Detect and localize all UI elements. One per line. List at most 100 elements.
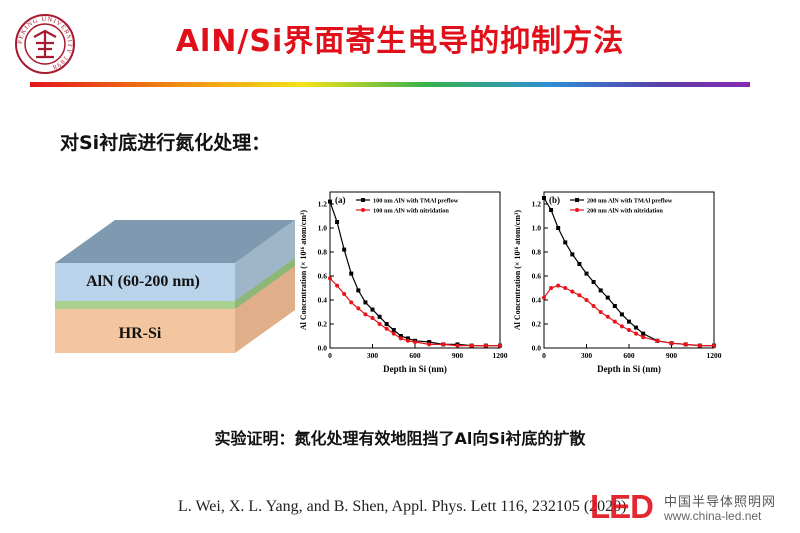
data-point <box>328 276 332 281</box>
data-point <box>591 280 596 284</box>
data-point <box>384 326 389 331</box>
x-tick-label: 300 <box>581 351 593 360</box>
data-point <box>641 335 646 340</box>
layer-stack-diagram: AlN (60-200 nm) HR-Si <box>55 218 295 368</box>
data-point <box>712 343 716 348</box>
data-point <box>370 307 375 312</box>
data-point <box>627 328 631 332</box>
y-axis-label: Al Concentration (× 10¹⁶ atom/cm³) <box>513 210 522 331</box>
data-point <box>377 314 382 319</box>
slide-title: AlN/Si界面寄生电导的抑制方法 <box>175 24 625 59</box>
data-point <box>391 331 396 336</box>
data-point <box>619 324 624 329</box>
data-point <box>363 300 368 305</box>
data-point <box>405 336 410 341</box>
x-tick-label: 0 <box>542 351 546 360</box>
data-point <box>328 199 332 204</box>
data-point <box>634 331 639 336</box>
chart-panel-a: 0 300 600 900 1200 0.0 0.2 0.4 0.6 0.8 1.0 1.2 Depth… <box>298 180 510 380</box>
data-point <box>549 286 554 290</box>
data-point <box>655 338 660 343</box>
y-axis-label: Al Concentration (× 10¹⁶ atom/cm³) <box>299 210 308 331</box>
data-point <box>483 343 488 348</box>
data-point <box>605 295 610 300</box>
data-point <box>605 314 610 319</box>
y-tick-label: 0.8 <box>318 248 328 257</box>
data-point <box>405 338 410 343</box>
legend-entry: 200 nm AlN with nitridation <box>587 208 663 215</box>
y-tick-label: 0.0 <box>532 344 542 353</box>
series-line <box>543 284 714 347</box>
data-point <box>542 196 546 200</box>
data-point <box>441 342 446 347</box>
x-tick-label: 600 <box>409 351 421 360</box>
data-point <box>542 295 546 300</box>
data-point <box>634 325 639 330</box>
nitride-layer <box>55 301 235 309</box>
y-tick-label: 1.2 <box>532 200 542 209</box>
data-point <box>427 342 432 347</box>
y-tick-label: 0.4 <box>532 296 542 305</box>
data-point <box>349 300 354 305</box>
panel-label: (a) <box>335 195 346 205</box>
series-line <box>329 277 500 347</box>
data-point <box>356 306 361 311</box>
data-point <box>391 328 396 332</box>
data-point <box>455 343 460 348</box>
section-heading: 对Si衬底进行氮化处理： <box>60 132 271 154</box>
data-point <box>384 322 389 326</box>
title-divider <box>30 82 750 87</box>
x-axis-label: Depth in Si (nm) <box>597 364 661 374</box>
data-point <box>641 331 646 336</box>
data-point <box>570 289 575 294</box>
legend-entry: 100 nm AlN with TMAl preflow <box>373 198 459 205</box>
y-tick-label: 0.2 <box>318 320 328 329</box>
data-point <box>349 271 354 276</box>
legend-marker <box>361 198 365 202</box>
chart-a-svg: 0 300 600 900 1200 0.0 0.2 0.4 0.6 0.8 1.0 1.2 Depth… <box>299 191 508 374</box>
series-line <box>329 201 500 347</box>
data-point <box>619 312 624 317</box>
y-tick-label: 0.6 <box>532 272 542 281</box>
x-tick-label: 900 <box>666 351 678 360</box>
data-point <box>584 298 589 302</box>
data-point <box>563 286 568 290</box>
y-tick-label: 0.0 <box>318 344 328 353</box>
data-point <box>427 340 432 344</box>
y-tick-label: 1.0 <box>532 224 542 233</box>
aln-layer <box>55 263 235 301</box>
si-substrate-layer <box>55 309 235 353</box>
data-point <box>598 288 603 293</box>
data-point <box>563 240 568 245</box>
data-point <box>377 322 382 326</box>
watermark: LED 中国半导体照明网 www.china-led.net <box>590 486 795 528</box>
conclusion-text: 实验证明：氮化处理有效地阻挡了Al向Si衬底的扩散 <box>214 429 586 448</box>
stack-top-face <box>55 220 295 263</box>
data-point <box>584 271 589 276</box>
citation-text: L. Wei, X. L. Yang, and B. Shen, Appl. P… <box>178 498 627 515</box>
data-point <box>556 283 561 288</box>
x-tick-label: 1200 <box>493 351 508 360</box>
data-point <box>591 304 596 308</box>
chart-panel-b: 0 300 600 900 1200 0.0 0.2 0.4 0.6 0.8 1.0 1.2 Depth… <box>512 180 724 380</box>
data-point <box>683 342 688 347</box>
legend-marker <box>361 208 365 212</box>
data-point <box>370 316 375 320</box>
data-point <box>549 208 554 212</box>
watermark-name: 中国半导体照明网 <box>664 495 777 510</box>
university-logo: PEKING UNIVERSITY 1898 <box>14 13 76 75</box>
x-tick-label: 900 <box>452 351 464 360</box>
watermark-url: www.china-led.net <box>664 509 762 523</box>
data-point <box>627 319 631 324</box>
data-point <box>363 312 368 317</box>
legend-marker <box>575 198 579 202</box>
data-point <box>612 304 617 308</box>
data-point <box>413 340 417 344</box>
x-axis-label: Depth in Si (nm) <box>383 364 447 374</box>
data-point <box>469 343 474 348</box>
data-point <box>398 334 403 338</box>
data-point <box>570 252 575 257</box>
data-point <box>669 341 674 346</box>
chart-b-svg: 0 300 600 900 1200 0.0 0.2 0.4 0.6 0.8 1.0 1.2 Depth… <box>513 191 722 374</box>
x-tick-label: 300 <box>367 351 379 360</box>
